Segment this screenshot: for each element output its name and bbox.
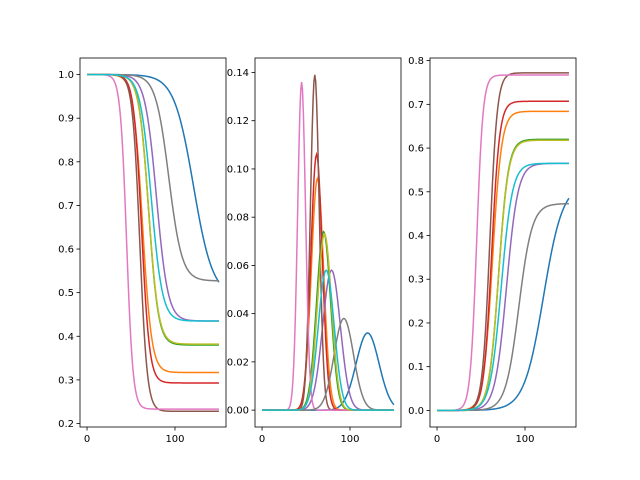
x-tick-label: 0 xyxy=(259,434,265,445)
y-tick-label: 0.4 xyxy=(408,231,424,242)
series-line-5 xyxy=(437,162,569,412)
x-tick-label: 100 xyxy=(165,434,184,445)
y-tick-label: 0.08 xyxy=(227,213,249,224)
y-tick-label: 0.0 xyxy=(408,406,424,417)
y-tick-label: 0.5 xyxy=(408,187,424,198)
series-group xyxy=(87,73,220,413)
x-tick-label: 0 xyxy=(434,434,440,445)
y-tick-label: 0.2 xyxy=(58,419,74,430)
x-tick-label: 100 xyxy=(515,434,534,445)
y-tick-label: 0.7 xyxy=(408,100,424,111)
series-line-4 xyxy=(437,100,569,412)
series-line-7 xyxy=(87,73,219,410)
series-line-1 xyxy=(437,197,570,412)
y-tick-label: 0.8 xyxy=(408,56,424,67)
y-tick-label: 0.1 xyxy=(408,362,424,373)
y-tick-label: 0.14 xyxy=(227,68,249,79)
y-tick-label: 0.3 xyxy=(58,375,74,386)
series-line-8 xyxy=(87,73,219,282)
y-tick-label: 0.8 xyxy=(58,157,74,168)
series-line-8 xyxy=(437,202,569,412)
y-tick-label: 0.6 xyxy=(58,245,74,256)
y-tick-label: 0.06 xyxy=(227,261,249,272)
y-tick-label: 0.7 xyxy=(58,201,74,212)
y-tick-label: 0.00 xyxy=(227,406,249,417)
y-tick-label: 0.5 xyxy=(58,288,74,299)
series-line-7 xyxy=(437,74,569,412)
subplot-3: 0 100 0.0 0.1 0.2 0.3 0.4 0.5 0.6 0.7 0.8 xyxy=(408,56,577,445)
series-group xyxy=(437,72,570,412)
y-tick-label: 0.3 xyxy=(408,275,424,286)
y-tick-label: 0.12 xyxy=(227,116,249,127)
series-line-5 xyxy=(87,73,219,322)
series-line-1 xyxy=(87,73,220,283)
y-tick-label: 1.0 xyxy=(58,70,74,81)
y-tick-label: 0.02 xyxy=(227,357,249,368)
y-tick-label: 0.6 xyxy=(408,144,424,155)
y-tick-label: 0.2 xyxy=(408,318,424,329)
series-line-10 xyxy=(262,269,394,411)
series-line-6 xyxy=(87,73,219,413)
plot-frame xyxy=(429,57,577,428)
y-tick-label: 0.04 xyxy=(227,309,249,320)
series-line-10 xyxy=(87,73,219,322)
plot-frame xyxy=(254,57,402,428)
x-tick-label: 100 xyxy=(340,434,359,445)
y-tick-label: 0.4 xyxy=(58,332,74,343)
series-line-6 xyxy=(437,72,569,412)
y-tick-label: 0.10 xyxy=(227,164,249,175)
series-line-10 xyxy=(437,162,569,412)
subplot-2: 0 100 0.00 0.02 0.04 0.06 0.08 0.10 0.12 0.14 xyxy=(227,57,402,445)
x-tick-label: 0 xyxy=(84,434,90,445)
series-line-5 xyxy=(262,269,394,411)
plot-frame xyxy=(79,57,227,428)
series-line-4 xyxy=(87,73,219,384)
y-tick-label: 0.9 xyxy=(58,114,74,125)
series-group xyxy=(262,74,395,411)
subplot-1: 0 100 0.2 0.3 0.4 0.5 0.6 0.7 0.8 0.9 1.0 xyxy=(58,57,227,445)
